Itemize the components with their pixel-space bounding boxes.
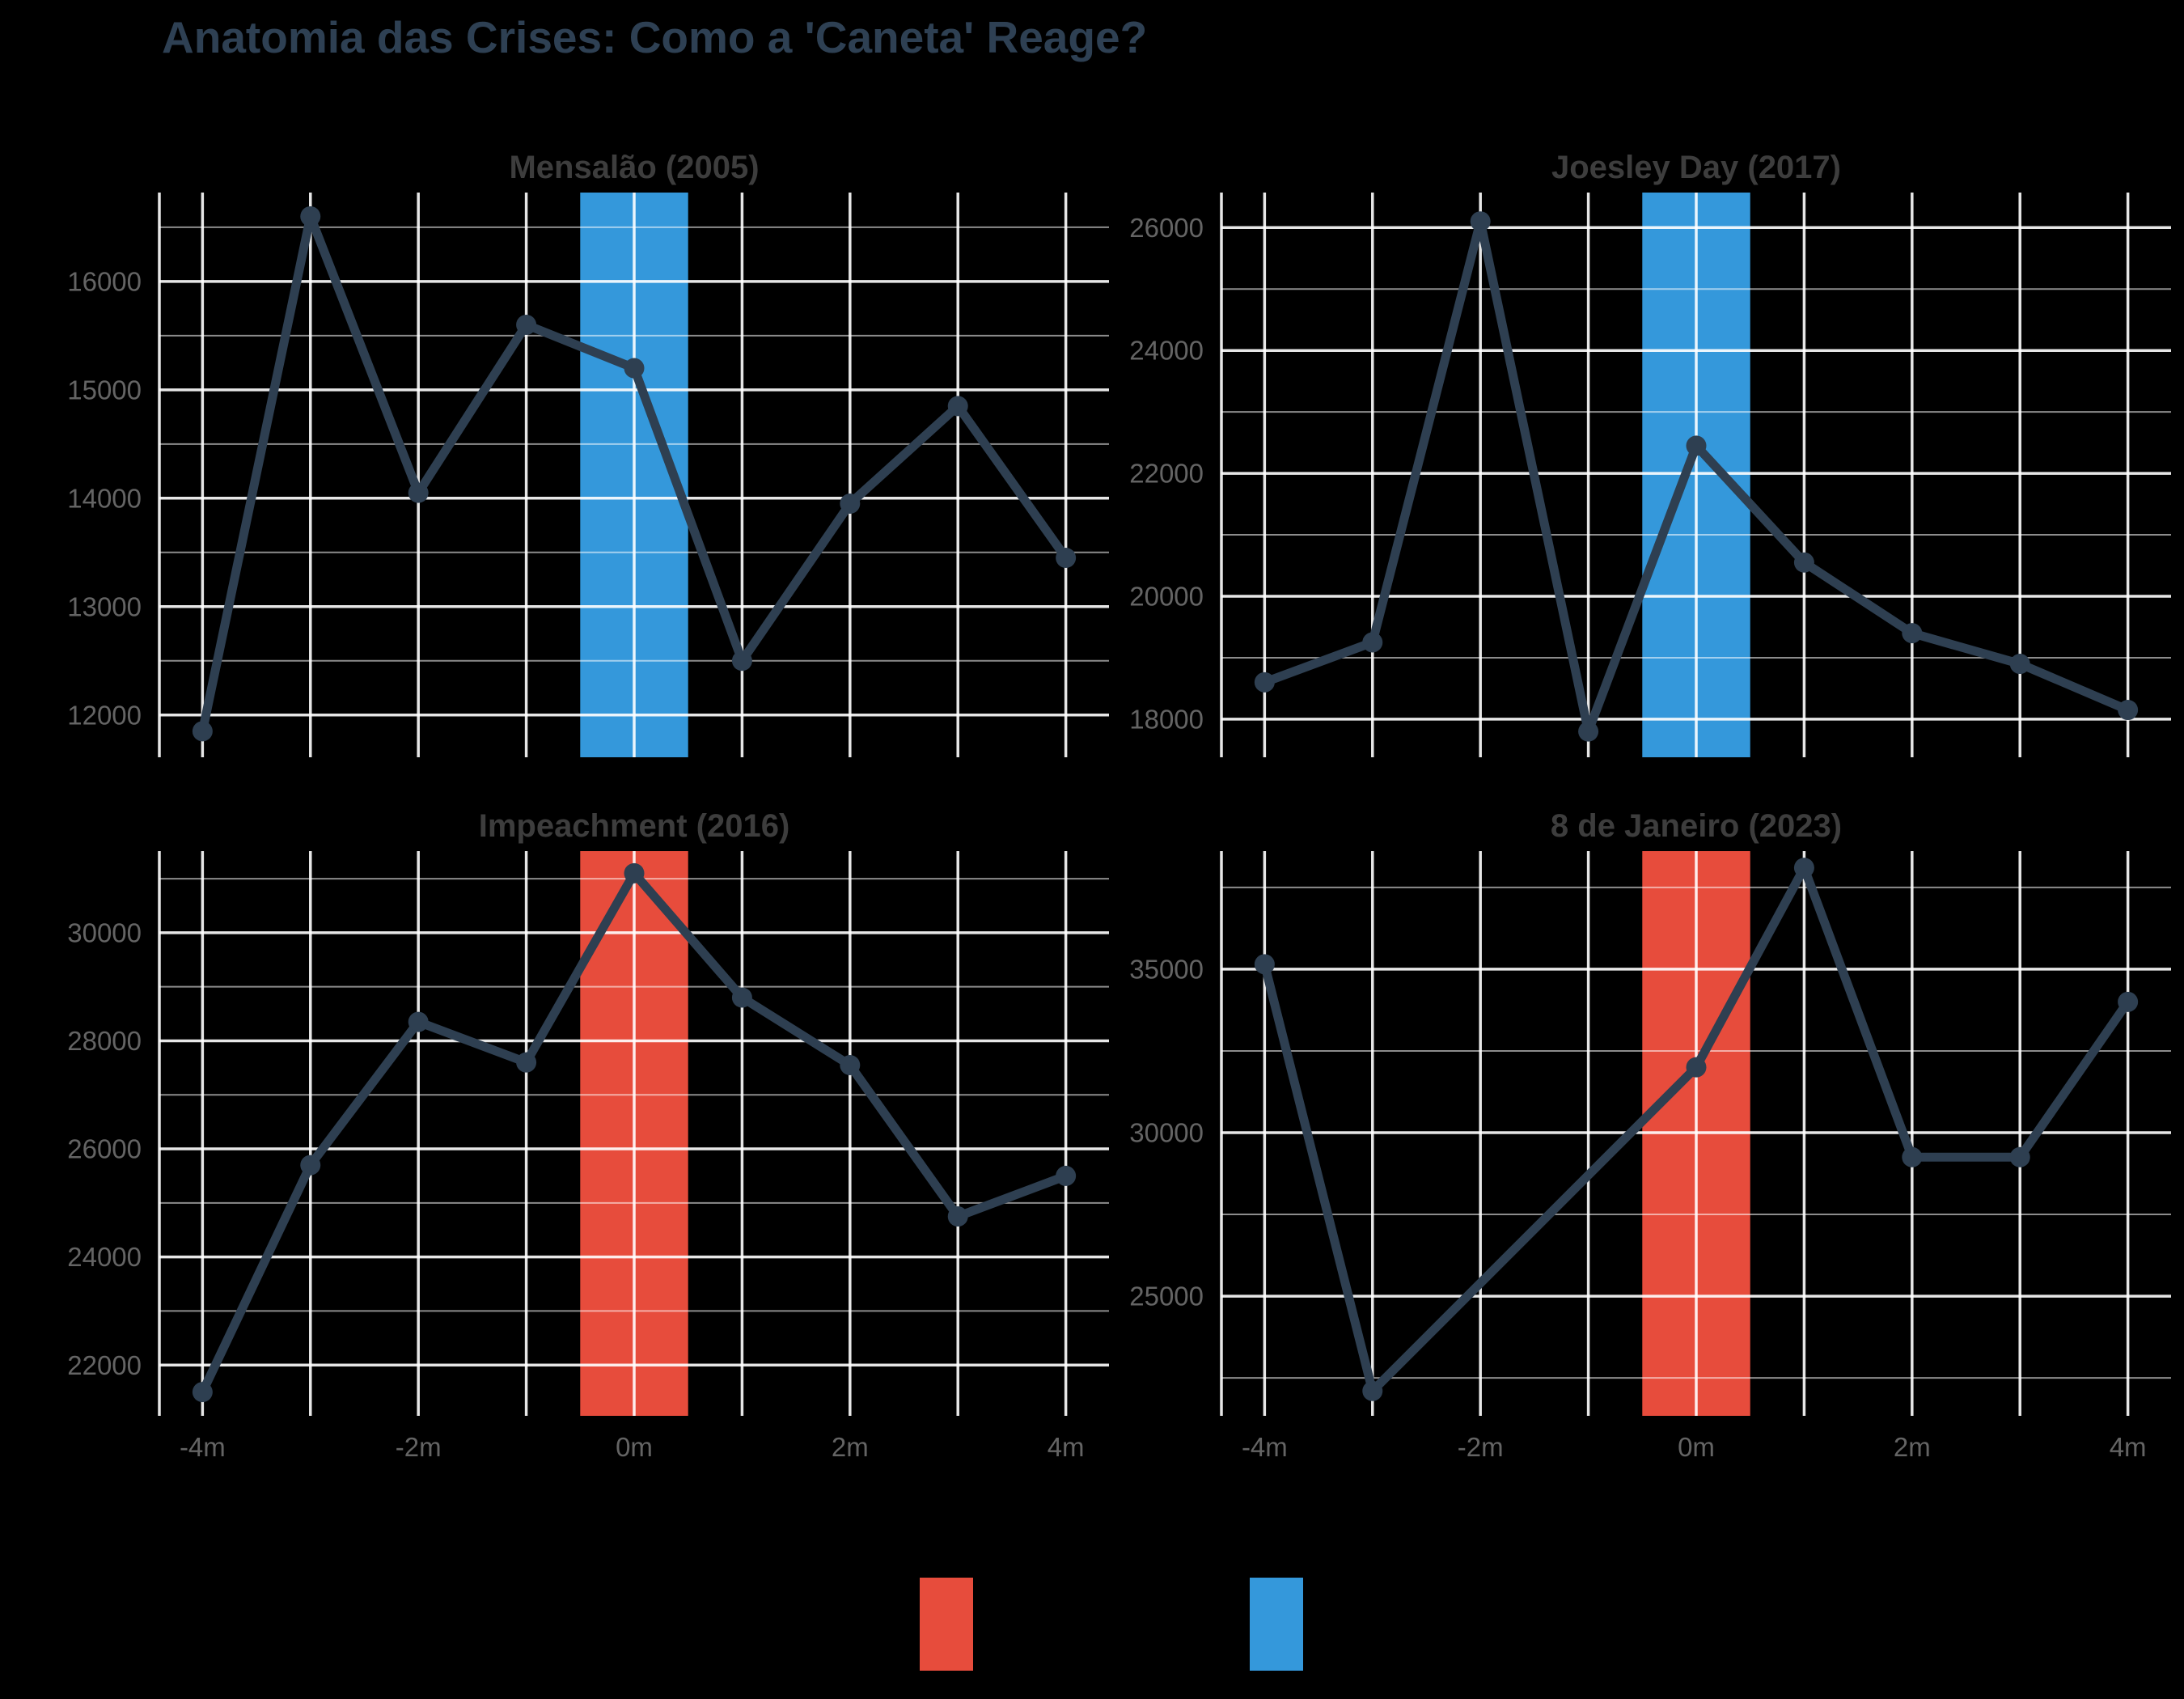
x-tick-label: 2m [1894, 1432, 1931, 1462]
data-point [192, 721, 213, 742]
data-point [1056, 1165, 1077, 1186]
gridlines-8-de-janeiro [1220, 851, 2171, 1416]
data-point [516, 1052, 537, 1073]
data-point [1254, 954, 1275, 975]
data-point [1902, 623, 1923, 644]
subplot-mensalao: 12000 13000 14000 15000 16000 Mensalão (2005) [67, 150, 1109, 757]
subplot-title-joesley-day: Joesley Day (2017) [1551, 150, 1841, 185]
y-tick-label: 30000 [1129, 1118, 1204, 1148]
data-point [624, 862, 645, 883]
data-point [840, 1055, 861, 1076]
data-point [408, 482, 429, 503]
subplot-title-impeachment: Impeachment (2016) [479, 808, 790, 844]
x-tick-label: -4m [1242, 1432, 1288, 1462]
data-point [300, 1155, 321, 1176]
subplot-impeachment: 22000 24000 26000 28000 30000 -4m -2m 0m 2m 4m Imp… [67, 808, 1109, 1462]
data-point [1578, 721, 1599, 742]
data-point [1362, 1380, 1383, 1401]
data-point [408, 1011, 429, 1032]
subplot-joesley-day: 18000 20000 22000 24000 26000 Joesley Day (20… [1129, 150, 2171, 757]
subplot-title-8-de-janeiro: 8 de Janeiro (2023) [1551, 808, 1842, 844]
y-tick-label: 35000 [1129, 954, 1204, 984]
data-point [2118, 700, 2139, 721]
data-point [1056, 547, 1077, 568]
y-tick-label: 20000 [1129, 582, 1204, 612]
data-point [1686, 435, 1707, 456]
subplot-8-de-janeiro: 25000 30000 35000 -4m -2m 0m 2m 4m 8 de Janeiro … [1129, 808, 2171, 1462]
y-tick-label: 26000 [67, 1134, 142, 1164]
y-tick-label: 16000 [67, 266, 142, 296]
x-tick-label: 2m [832, 1432, 869, 1462]
data-point [2118, 991, 2139, 1012]
y-tick-label: 18000 [1129, 704, 1204, 734]
data-point [947, 1206, 968, 1227]
data-point [1362, 632, 1383, 653]
main-title: Anatomia das Crises: Como a 'Caneta' Rea… [162, 12, 1148, 62]
data-point [840, 494, 861, 515]
y-tick-label: 28000 [67, 1026, 142, 1056]
y-tick-label: 14000 [67, 483, 142, 513]
gridlines-joesley-day [1220, 193, 2171, 757]
data-point [1686, 1057, 1707, 1078]
legend-swatch-red [920, 1578, 973, 1671]
y-tick-label: 22000 [1129, 459, 1204, 489]
y-tick-label: 15000 [67, 375, 142, 405]
data-point [192, 1382, 213, 1403]
data-point [1254, 672, 1275, 693]
y-tick-label: 25000 [1129, 1282, 1204, 1311]
y-tick-label: 30000 [67, 917, 142, 947]
data-point [731, 987, 752, 1008]
data-point [1793, 552, 1814, 573]
y-tick-label: 24000 [67, 1242, 142, 1272]
data-point [300, 205, 321, 227]
data-point [624, 358, 645, 379]
y-tick-label: 12000 [67, 700, 142, 730]
data-point [516, 314, 537, 335]
y-tick-label: 22000 [67, 1350, 142, 1380]
gridlines-impeachment [158, 851, 1109, 1416]
data-point [2009, 654, 2030, 675]
data-point [947, 396, 968, 417]
x-tick-label: 0m [1678, 1432, 1715, 1462]
y-tick-label: 26000 [1129, 213, 1204, 243]
data-point [2009, 1146, 2030, 1167]
data-point [1470, 211, 1491, 232]
subplot-title-mensalao: Mensalão (2005) [509, 150, 759, 185]
y-tick-label: 13000 [67, 591, 142, 621]
legend-swatch-blue [1250, 1578, 1303, 1671]
data-point [1902, 1146, 1923, 1167]
x-tick-label: 4m [1048, 1432, 1085, 1462]
data-point [731, 650, 752, 672]
data-point [1793, 858, 1814, 879]
x-tick-label: -2m [396, 1432, 442, 1462]
x-tick-label: -4m [180, 1432, 226, 1462]
gridlines-mensalao [158, 193, 1109, 757]
x-tick-label: -2m [1458, 1432, 1504, 1462]
x-tick-label: 0m [616, 1432, 653, 1462]
y-tick-label: 24000 [1129, 336, 1204, 366]
x-tick-label: 4m [2110, 1432, 2147, 1462]
